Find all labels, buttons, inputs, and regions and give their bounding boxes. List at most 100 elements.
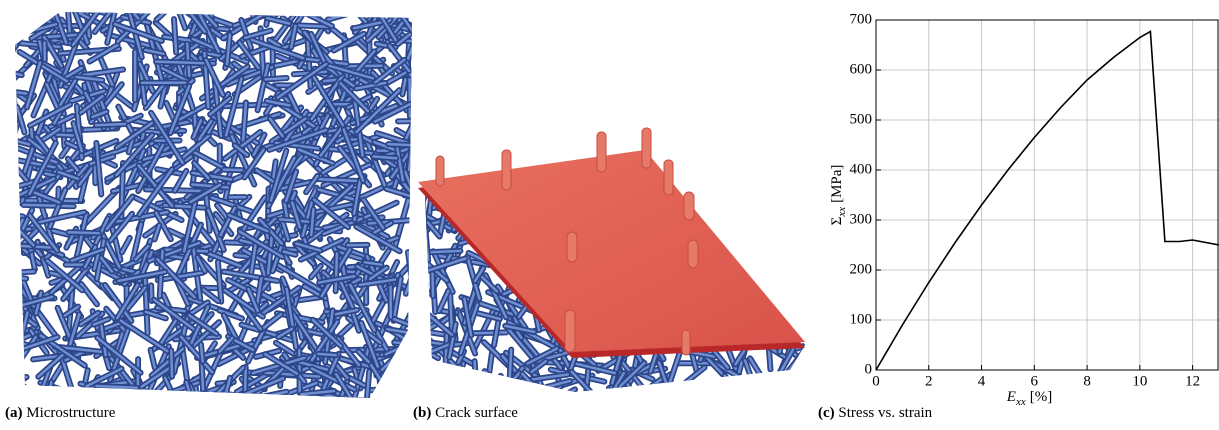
fiber [731,213,754,225]
fiber [754,267,796,285]
fiber [803,330,808,376]
fiber [274,0,307,16]
fiber-highlight [717,205,757,249]
fiber-highlight [764,221,782,265]
axis-subscript: xx [836,207,848,218]
fiber-highlight [416,246,425,265]
caption-text: Microstructure [26,405,115,421]
fiber-highlight [0,351,26,389]
fiber-highlight [417,362,436,407]
fiber-highlight [171,350,172,376]
fiber-highlight [782,189,810,228]
fiber [776,378,777,414]
y-axis-label: Σxx[MPa] [829,165,847,226]
fiber-highlight [718,191,738,220]
fiber-highlight [2,331,11,354]
fiber-highlight [414,83,423,103]
plot-frame [876,20,1218,370]
fiber [787,385,813,404]
axis-unit: [%] [1030,389,1053,405]
fiber-highlight [371,4,412,9]
crack-surface-image [418,128,805,358]
fiber [394,364,416,406]
fiber-highlight [408,252,413,289]
fiber [447,376,457,396]
fiber [414,83,423,103]
fiber-highlight [776,262,809,278]
fiber [720,382,746,397]
y-tick-label: 300 [850,211,873,227]
fiber-highlight [731,213,754,225]
fiber [755,193,806,198]
x-tick-label: 2 [925,373,933,389]
fiber [712,202,729,230]
fiber-highlight [379,379,408,415]
fiber [432,370,448,388]
fiber-highlight [180,5,212,11]
fiber-highlight [23,205,73,206]
fiber-highlight [409,319,434,372]
fiber-highlight [794,187,807,209]
fiber-highlight [797,271,819,313]
fiber-highlight [394,364,416,406]
fiber [192,394,207,410]
fiber [696,183,699,202]
fiber-highlight [449,366,460,409]
fiber [319,5,335,7]
fiber [780,203,790,220]
fiber-highlight [496,377,516,408]
fiber [410,300,425,315]
fiber-highlight [379,375,385,423]
y-tick-label: 500 [850,111,873,127]
fiber-highlight [472,376,501,400]
fiber-highlight [516,387,538,405]
fiber-highlight [725,376,741,394]
fiber-highlight [763,227,780,238]
fiber-highlight [201,344,203,361]
fiber [473,376,491,387]
fiber-highlight [373,156,396,158]
caption-text: Stress vs. strain [838,405,932,421]
fiber-highlight [716,221,766,239]
y-tick-label: 200 [850,261,873,277]
fiber-highlight [755,193,806,198]
fiber [496,377,516,408]
fiber-highlight [328,7,374,20]
fiber [370,386,420,390]
fiber-highlight [336,253,337,291]
fiber [787,209,825,234]
fiber-highlight [318,354,335,355]
fiber-highlight [779,189,798,191]
fiber-highlight [473,376,491,387]
fiber [371,4,412,9]
fiber-highlight [786,200,801,214]
fiber [416,246,425,265]
fiber-highlight [30,2,36,27]
fiber-highlight [720,382,746,397]
fiber-highlight [0,377,26,405]
fiber [368,6,413,13]
fiber-highlight [485,371,508,392]
stress-strain-chart: 0100200300400500600700024681012Exx[%]Σxx… [829,11,1219,407]
fiber [389,354,418,379]
fiber-highlight [3,50,8,65]
fiber-highlight [96,124,125,125]
fiber [797,271,819,313]
fiber [760,273,775,277]
fiber-highlight [787,209,825,234]
fiber-highlight [274,0,307,16]
fiber-highlight [432,271,433,296]
fiber [700,208,717,209]
fiber [485,371,508,392]
fiber [0,351,26,389]
fiber-highlight [357,400,408,403]
fiber-highlight [415,216,417,240]
fiber-highlight [803,330,808,376]
fiber-highlight [410,300,425,315]
fiber-highlight [12,224,14,250]
fiber-highlight [721,218,766,253]
fiber [802,292,814,314]
fiber [2,287,9,309]
fiber-highlight [266,78,287,79]
fiber [0,377,26,405]
